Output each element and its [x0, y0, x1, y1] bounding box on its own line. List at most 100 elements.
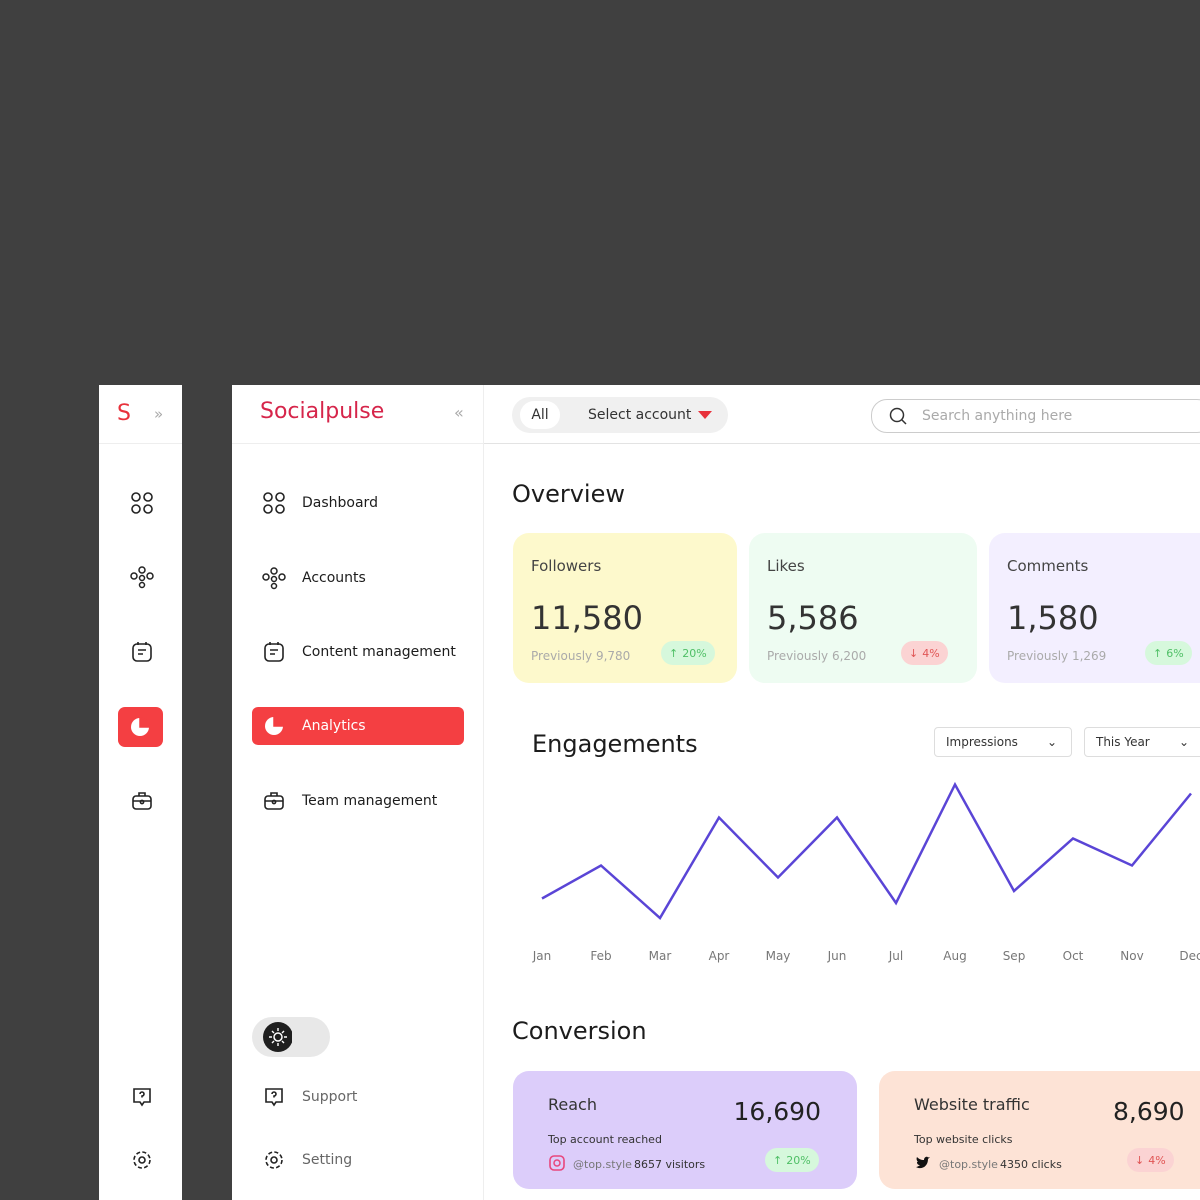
- app-window: Socialpulse « Dashboard Accounts Content…: [232, 385, 1200, 1200]
- search-icon: [889, 407, 907, 425]
- mini-logo: S: [117, 401, 131, 426]
- stat-previous: Previously 6,200: [767, 649, 867, 663]
- section-title: Conversion: [512, 1017, 647, 1045]
- support-icon[interactable]: [130, 1085, 154, 1109]
- sidebar: Socialpulse « Dashboard Accounts Content…: [232, 385, 484, 1200]
- stat-card: Followers 11,580 Previously 9,780 ↑ 20%: [513, 533, 737, 683]
- nav-icon: [262, 567, 286, 590]
- x-tick-label: Aug: [943, 949, 966, 963]
- dropdown-arrow: [698, 411, 712, 419]
- account-handle: @top.style: [573, 1158, 632, 1171]
- x-tick-label: Nov: [1120, 949, 1143, 963]
- dropdown-label: Impressions: [946, 735, 1018, 749]
- conversion-detail: 8657 visitors: [634, 1158, 706, 1171]
- change-value: 20%: [682, 646, 707, 660]
- nav-icon: [265, 1151, 283, 1169]
- divider: [484, 443, 1200, 444]
- nav-label: Dashboard: [302, 495, 378, 511]
- nav-icon: [263, 492, 285, 514]
- change-badge: ↓ 4%: [901, 641, 948, 665]
- x-tick-label: May: [766, 949, 791, 963]
- nav-label: Analytics: [302, 718, 366, 734]
- team-icon[interactable]: [130, 789, 154, 813]
- account-filter[interactable]: All Select account: [512, 397, 728, 433]
- divider: [99, 443, 182, 444]
- change-badge: ↑ 6%: [1145, 641, 1192, 665]
- nav-item[interactable]: Content management: [252, 633, 464, 671]
- search-box[interactable]: Search anything here: [871, 399, 1200, 433]
- x-tick-label: Jun: [827, 949, 847, 963]
- setting-icon[interactable]: [130, 1148, 154, 1172]
- theme-toggle[interactable]: [252, 1017, 330, 1057]
- nav-item[interactable]: Accounts: [252, 559, 464, 597]
- x-tick-label: Sep: [1003, 949, 1026, 963]
- conversion-subtitle: Top account reached: [548, 1133, 662, 1146]
- select-account[interactable]: Select account: [588, 407, 692, 423]
- stat-card: Comments 1,580 Previously 1,269 ↑ 6%: [989, 533, 1200, 683]
- nav-icon: [265, 716, 284, 735]
- dashboard-icon[interactable]: [130, 491, 154, 515]
- nav-icon: [264, 792, 284, 810]
- line-chart: Jan Feb Mar Apr May Jun Jul Aug Sep Oct Nov Dec: [532, 781, 1200, 963]
- stat-card: Likes 5,586 Previously 6,200 ↓ 4%: [749, 533, 977, 683]
- metric-dropdown[interactable]: Impressions ⌄: [934, 727, 1072, 757]
- nav-item[interactable]: Setting: [252, 1141, 464, 1179]
- nav-item[interactable]: Support: [252, 1078, 464, 1116]
- conversion-label: Website traffic: [914, 1095, 1030, 1114]
- filter-all[interactable]: All: [520, 401, 560, 429]
- conversion-subtitle: Top website clicks: [914, 1133, 1013, 1146]
- dropdown-label: This Year: [1096, 735, 1150, 749]
- nav-item[interactable]: Team management: [252, 782, 464, 820]
- divider: [232, 443, 483, 444]
- stat-label: Comments: [1007, 557, 1089, 575]
- x-tick-label: Dec: [1179, 949, 1200, 963]
- chart-title: Engagements: [532, 730, 698, 758]
- change-value: 4%: [1148, 1153, 1166, 1167]
- conversion-card: Website traffic 8,690 Top website clicks…: [879, 1071, 1200, 1189]
- expand-icon[interactable]: »: [154, 405, 164, 423]
- change-value: 6%: [1166, 646, 1184, 660]
- x-tick-label: Apr: [709, 949, 730, 963]
- stat-value: 5,586: [767, 599, 859, 637]
- content-icon[interactable]: [130, 640, 154, 664]
- x-tick-label: Feb: [590, 949, 611, 963]
- nav-item[interactable]: Dashboard: [252, 484, 464, 522]
- conversion-value: 8,690: [1113, 1097, 1185, 1126]
- search-placeholder: Search anything here: [922, 408, 1073, 424]
- change-value: 4%: [922, 646, 940, 660]
- twitter-icon: [916, 1156, 930, 1169]
- conversion-detail: 4350 clicks: [1000, 1158, 1062, 1171]
- brand: Socialpulse: [260, 399, 385, 424]
- accounts-icon[interactable]: [130, 565, 154, 589]
- conversion-value: 16,690: [733, 1097, 821, 1126]
- change-badge: ↑ 20%: [765, 1148, 819, 1172]
- stat-label: Likes: [767, 557, 805, 575]
- nav-label: Team management: [302, 793, 438, 809]
- nav-item-active[interactable]: Analytics: [252, 707, 464, 745]
- section-title: Overview: [512, 480, 625, 508]
- stat-previous: Previously 9,780: [531, 649, 631, 663]
- stat-value: 11,580: [531, 599, 643, 637]
- stat-value: 1,580: [1007, 599, 1099, 637]
- analytics-icon-active[interactable]: [118, 707, 163, 747]
- nav-label: Content management: [302, 644, 456, 660]
- nav-label: Accounts: [302, 570, 366, 586]
- change-badge: ↓ 4%: [1127, 1148, 1174, 1172]
- nav-label: Support: [302, 1089, 358, 1105]
- x-tick-label: Jan: [532, 949, 552, 963]
- nav-label: Setting: [302, 1152, 353, 1168]
- x-tick-label: Jul: [888, 949, 903, 963]
- period-dropdown[interactable]: This Year ⌄: [1084, 727, 1200, 757]
- x-tick-label: Oct: [1063, 949, 1084, 963]
- x-tick-label: Mar: [649, 949, 672, 963]
- instagram-icon: [549, 1155, 565, 1171]
- nav-icon: [264, 642, 284, 662]
- line-series: [541, 781, 1192, 920]
- stat-previous: Previously 1,269: [1007, 649, 1107, 663]
- stat-label: Followers: [531, 557, 602, 575]
- nav-icon: [265, 1088, 283, 1107]
- conversion-label: Reach: [548, 1095, 597, 1114]
- change-value: 20%: [786, 1153, 811, 1167]
- collapse-icon[interactable]: «: [454, 403, 464, 422]
